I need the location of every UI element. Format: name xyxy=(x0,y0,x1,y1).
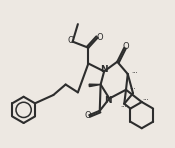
Text: O: O xyxy=(97,33,103,42)
Polygon shape xyxy=(89,84,101,87)
Text: ···: ··· xyxy=(129,86,136,92)
Text: ···: ··· xyxy=(120,104,127,110)
Text: ···: ··· xyxy=(131,70,138,77)
Text: N: N xyxy=(100,65,108,74)
Text: O: O xyxy=(67,36,74,45)
Text: O: O xyxy=(122,42,129,51)
Text: N: N xyxy=(104,96,111,105)
Text: O: O xyxy=(84,111,91,120)
Text: ···: ··· xyxy=(143,97,149,103)
